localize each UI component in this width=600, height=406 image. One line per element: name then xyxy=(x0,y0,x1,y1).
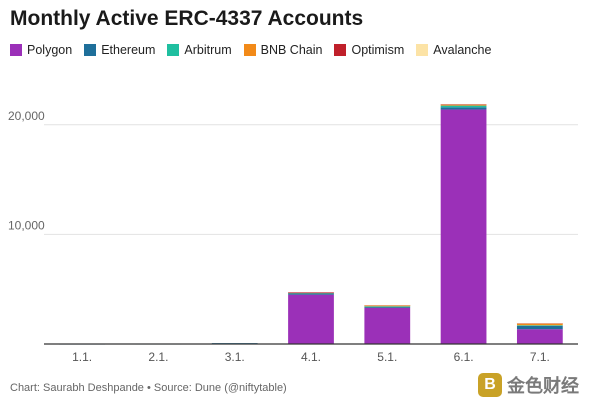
bar-segment xyxy=(288,294,334,344)
x-tick-label: 3.1. xyxy=(225,350,245,364)
x-tick-label: 5.1. xyxy=(377,350,397,364)
legend-swatch xyxy=(84,44,97,56)
bar-segment xyxy=(516,323,563,324)
legend-item: Optimism xyxy=(334,43,404,57)
bar-segment xyxy=(364,304,411,306)
x-tick-label: 6.1. xyxy=(454,350,474,364)
legend-swatch xyxy=(416,44,429,56)
bar-segment xyxy=(364,307,411,344)
x-tick-label: 7.1. xyxy=(530,350,550,364)
legend-label: Arbitrum xyxy=(184,43,232,57)
legend-swatch xyxy=(10,44,22,56)
bar-segment xyxy=(288,292,334,293)
bar-segment xyxy=(364,306,411,307)
y-tick-label: 10,000 xyxy=(8,218,45,232)
legend-swatch xyxy=(243,44,256,56)
chart-credit: Chart: Saurabh Deshpande • Source: Dune … xyxy=(10,382,287,394)
bar-segment xyxy=(364,306,411,308)
bar-segment xyxy=(516,325,563,330)
y-tick-label: 20,000 xyxy=(8,109,45,123)
legend-swatch xyxy=(334,44,347,56)
chart-legend: Polygon Ethereum Arbitrum BNB Chain Optimism… xyxy=(10,43,503,57)
x-tick-label: 2.1. xyxy=(148,350,168,364)
legend-swatch xyxy=(167,44,180,56)
bar-segment xyxy=(516,325,563,326)
legend-item: Ethereum xyxy=(84,43,155,57)
bar-segment xyxy=(516,329,563,344)
legend-item: Avalanche xyxy=(416,43,491,57)
bar-segment xyxy=(440,109,487,345)
watermark-text: 金色财经 xyxy=(507,376,579,396)
bar-segment xyxy=(440,105,487,108)
legend-item: Polygon xyxy=(10,43,72,57)
x-tick-label: 4.1. xyxy=(301,350,321,364)
legend-label: Polygon xyxy=(27,43,73,57)
bar-segment xyxy=(440,104,487,106)
legend-label: Ethereum xyxy=(101,43,156,57)
bar-segment xyxy=(440,103,487,105)
legend-label: Avalanche xyxy=(433,43,492,57)
bar-segment xyxy=(364,305,411,307)
bar-segment xyxy=(440,107,487,110)
legend-item: BNB Chain xyxy=(243,43,323,57)
legend-item: Arbitrum xyxy=(167,43,232,57)
watermark-logo-icon: B xyxy=(478,373,502,397)
bar-segment xyxy=(516,323,563,326)
bar-segment xyxy=(288,293,334,295)
legend-label: Optimism xyxy=(351,43,405,57)
chart-title: Monthly Active ERC-4337 Accounts xyxy=(10,7,364,30)
bar-segment xyxy=(440,104,487,106)
legend-label: BNB Chain xyxy=(260,43,323,57)
x-tick-label: 1.1. xyxy=(72,350,92,364)
watermark: B 金色财经 xyxy=(478,372,579,398)
